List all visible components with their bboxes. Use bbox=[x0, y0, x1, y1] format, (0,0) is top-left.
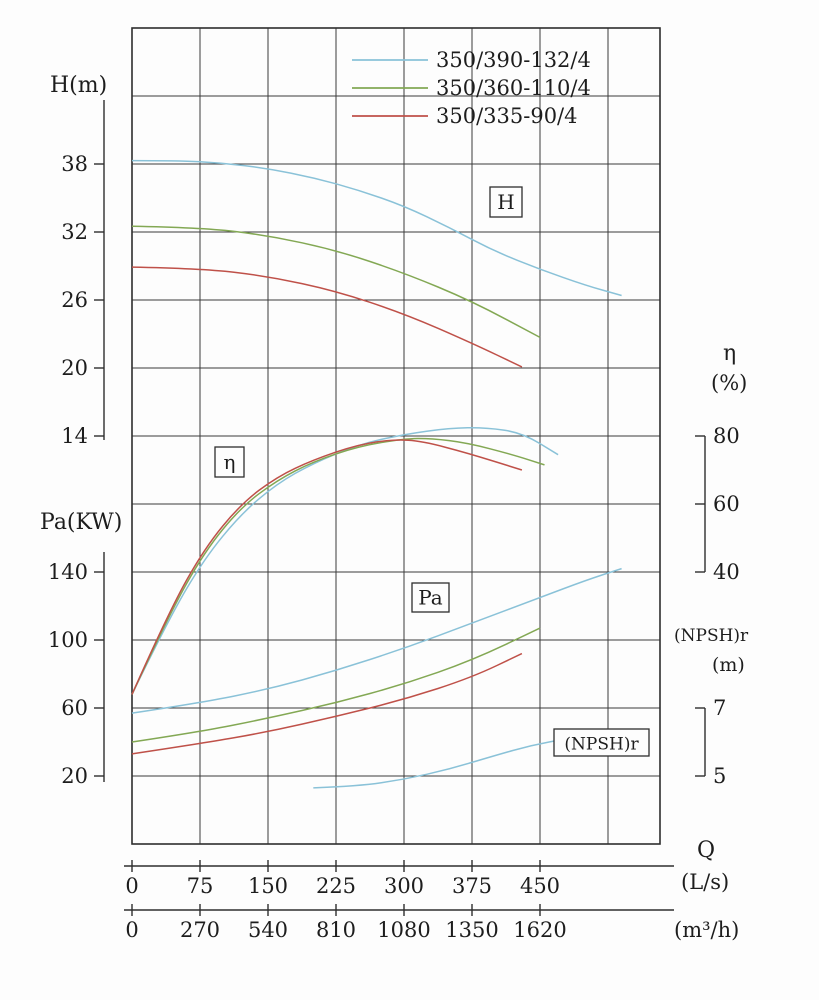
curve-label-head: H bbox=[497, 190, 514, 214]
npshr-axis-tick-label: 7 bbox=[713, 696, 726, 720]
curve-label-power: Pa bbox=[418, 586, 443, 610]
plot-border bbox=[131, 27, 661, 845]
curve-label-npshr: (NPSH)r bbox=[564, 735, 639, 755]
q-m3h-tick-label: 270 bbox=[180, 918, 220, 942]
curve-head-350/335-90/4 bbox=[131, 266, 523, 368]
axes bbox=[94, 100, 706, 916]
curve-efficiency-350/390-132/4 bbox=[131, 427, 559, 695]
curve-label-efficiency: η bbox=[224, 450, 236, 474]
curve-power-350/360-110/4 bbox=[131, 627, 541, 743]
curve-head-350/360-110/4 bbox=[131, 225, 541, 339]
curve-label-box-npshr bbox=[553, 728, 650, 757]
pa-axis-tick-label: 140 bbox=[48, 560, 88, 584]
q-ls-tick-label: 75 bbox=[187, 874, 214, 898]
npshr-axis-tick-label: 5 bbox=[713, 764, 726, 788]
q-ls-tick-label: 300 bbox=[384, 874, 424, 898]
q-axis-units-ls: (L/s) bbox=[681, 870, 730, 894]
eta-axis-tick-label: 80 bbox=[713, 424, 740, 448]
curve-power-350/390-132/4 bbox=[131, 567, 622, 714]
curve-label-box-head bbox=[489, 186, 523, 218]
q-m3h-tick-label: 1350 bbox=[445, 918, 498, 942]
q-axis-title: Q bbox=[697, 838, 716, 863]
curve-efficiency-350/360-110/4 bbox=[131, 437, 545, 695]
h-axis-tick-label: 14 bbox=[61, 424, 88, 448]
q-axis-units-m3h: (m³/h) bbox=[674, 918, 740, 942]
q-ls-tick-label: 450 bbox=[520, 874, 560, 898]
q-m3h-tick-label: 1620 bbox=[513, 918, 566, 942]
curve-label-box-efficiency bbox=[214, 446, 245, 478]
legend-label: 350/335-90/4 bbox=[436, 104, 578, 128]
curve-head-350/390-132/4 bbox=[131, 159, 622, 297]
q-m3h-tick-label: 540 bbox=[248, 918, 288, 942]
npshr-axis-title: (NPSH)r bbox=[674, 626, 749, 646]
npshr-axis-units: (m) bbox=[712, 654, 745, 676]
legend-label: 350/390-132/4 bbox=[436, 48, 591, 72]
pa-axis-tick-label: 20 bbox=[61, 764, 88, 788]
curve-power-350/335-90/4 bbox=[131, 652, 523, 755]
curves bbox=[131, 159, 622, 789]
eta-axis-units: (%) bbox=[711, 371, 748, 395]
q-m3h-tick-label: 0 bbox=[125, 918, 138, 942]
q-ls-tick-label: 0 bbox=[125, 874, 138, 898]
eta-axis-tick-label: 60 bbox=[713, 492, 740, 516]
h-axis-title: H(m) bbox=[50, 73, 108, 98]
eta-axis-title: η bbox=[723, 341, 737, 366]
q-ls-tick-label: 375 bbox=[452, 874, 492, 898]
curve-label-box-power bbox=[411, 582, 450, 613]
pa-axis-title: Pa(KW) bbox=[40, 510, 123, 535]
curve-efficiency-350/335-90/4 bbox=[131, 439, 523, 695]
pa-axis-tick-label: 100 bbox=[48, 628, 88, 652]
legend: 350/390-132/4 350/360-110/4 350/335-90/4 bbox=[352, 48, 591, 128]
q-ls-tick-label: 225 bbox=[316, 874, 356, 898]
q-m3h-tick-label: 1080 bbox=[377, 918, 430, 942]
q-ls-tick-label: 150 bbox=[248, 874, 288, 898]
h-axis-tick-label: 26 bbox=[61, 288, 88, 312]
eta-axis-tick-label: 40 bbox=[713, 560, 740, 584]
h-axis-tick-label: 20 bbox=[61, 356, 88, 380]
pa-axis-tick-label: 60 bbox=[61, 696, 88, 720]
q-m3h-tick-label: 810 bbox=[316, 918, 356, 942]
h-axis-tick-label: 38 bbox=[61, 152, 88, 176]
legend-label: 350/360-110/4 bbox=[436, 76, 591, 100]
curve-npshr-350/390-132/4 bbox=[313, 737, 568, 789]
h-axis-tick-label: 32 bbox=[61, 220, 88, 244]
